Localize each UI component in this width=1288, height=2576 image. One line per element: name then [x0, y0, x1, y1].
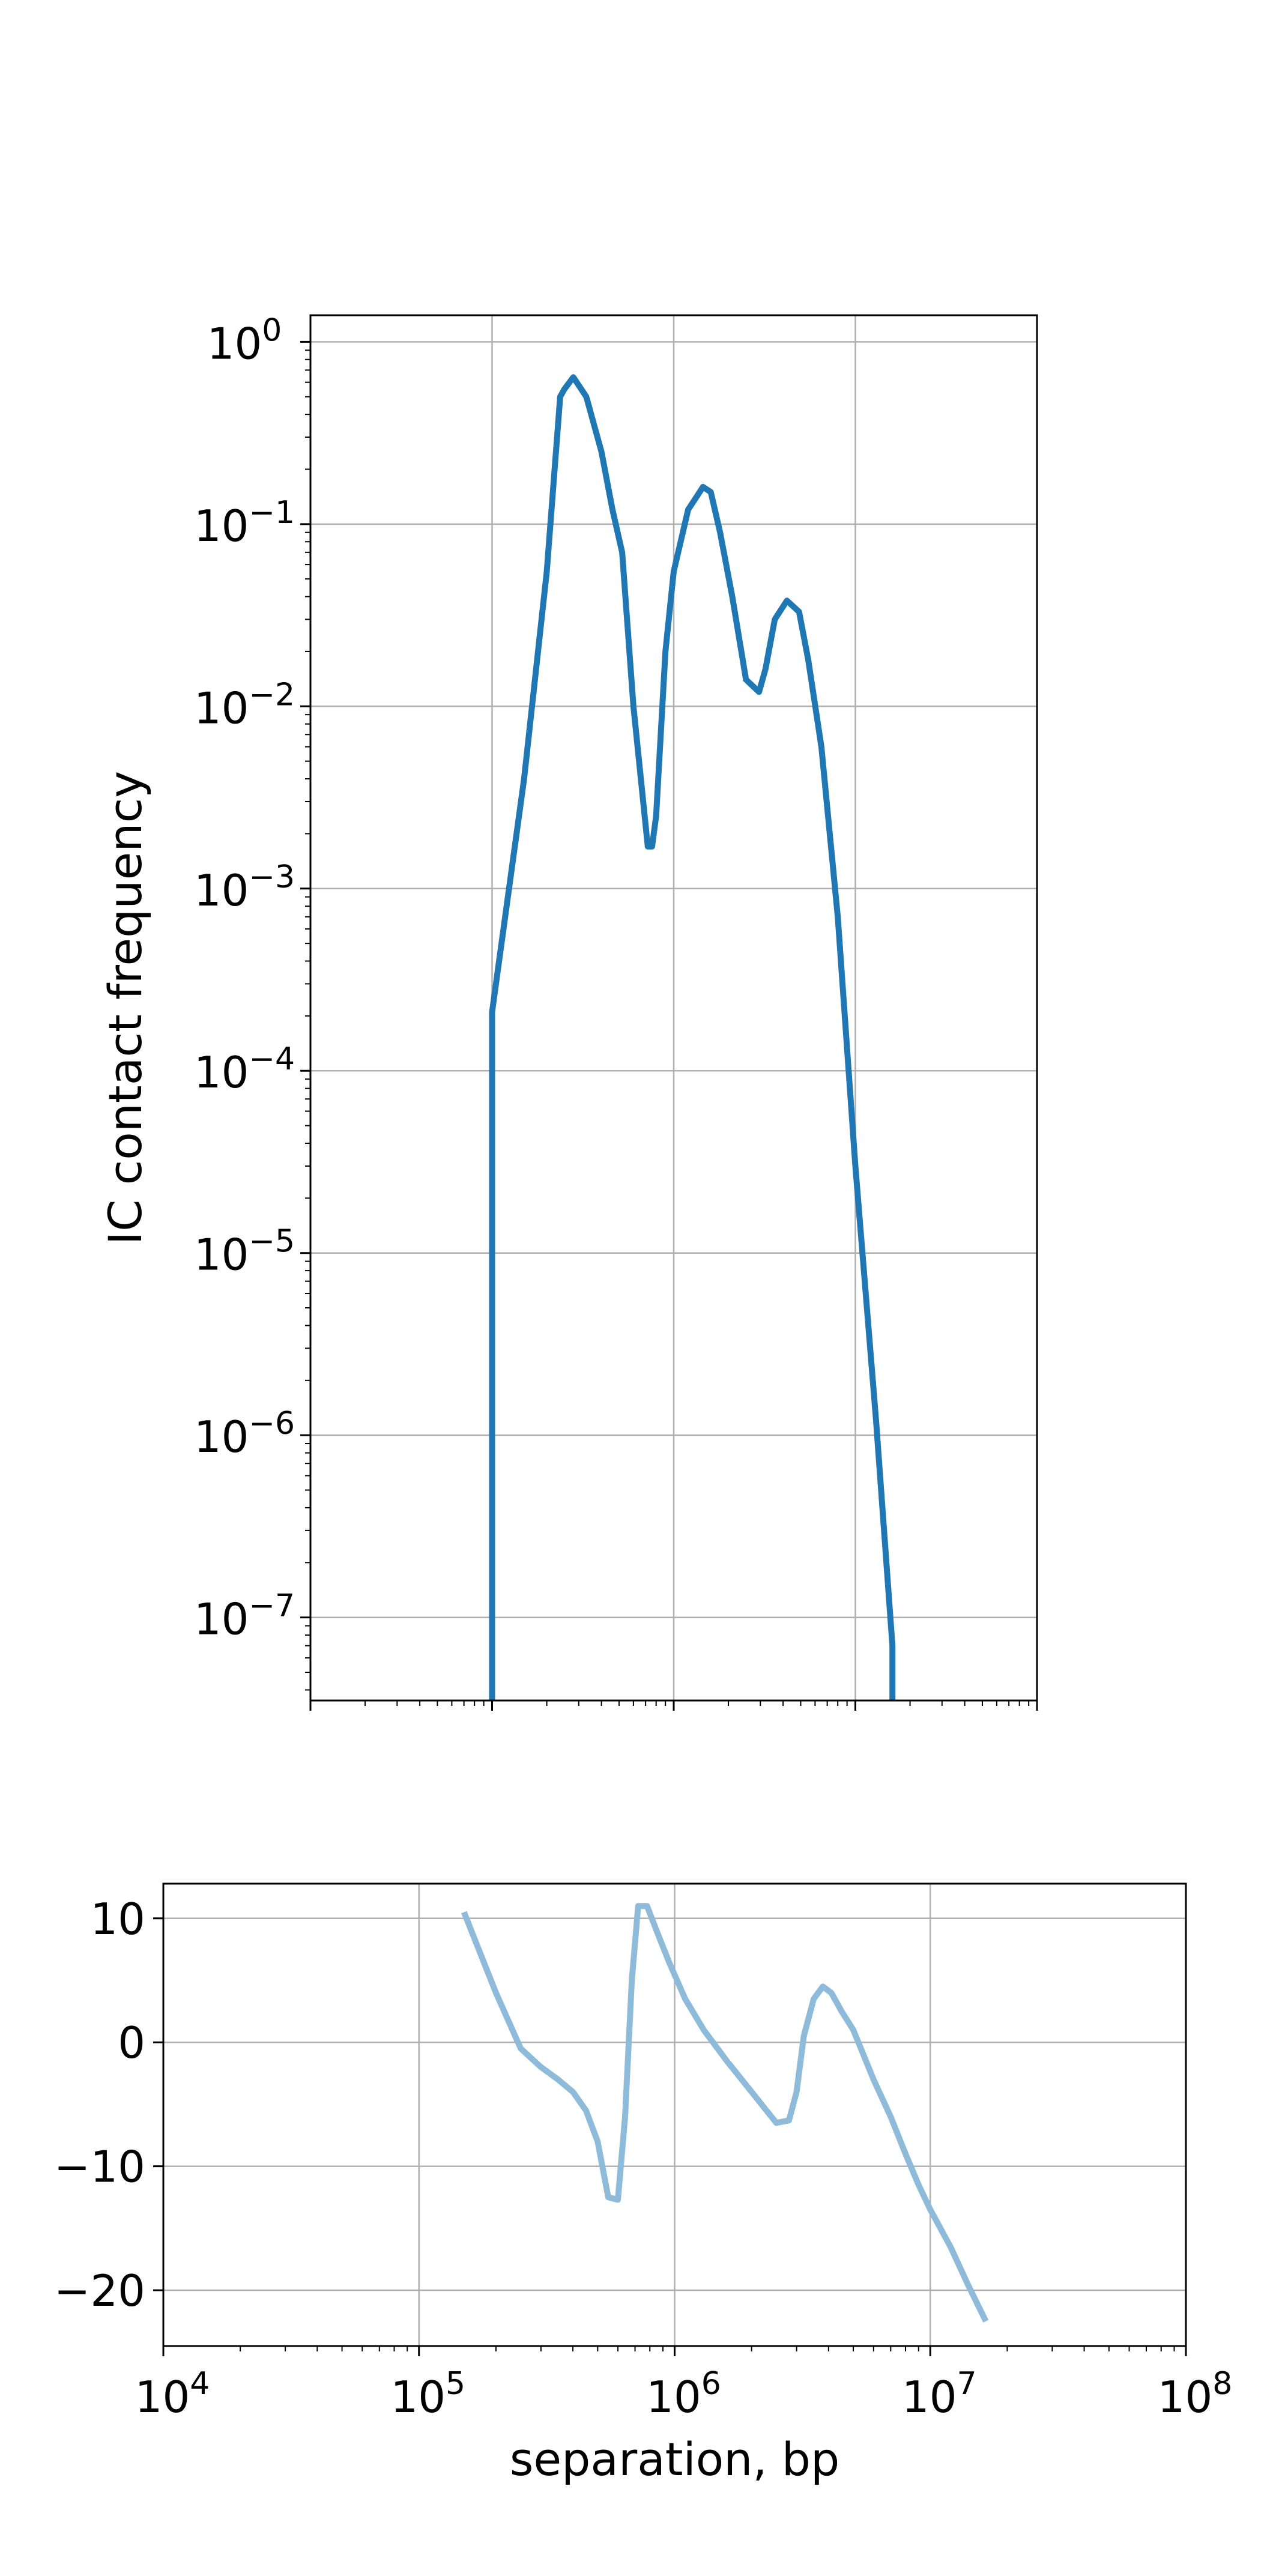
contact-frequency-y-tick-label: 10−1 [194, 495, 295, 551]
contact-frequency-y-tick-label: 10−3 [194, 859, 295, 916]
slope-x-tick-label: 107 [902, 2366, 977, 2422]
contact-frequency-axes-frame [309, 314, 1038, 1702]
slope-x-tick-label: 108 [1158, 2366, 1233, 2422]
slope-x-tick-label: 104 [135, 2366, 210, 2422]
contact-frequency-y-tick-label: 10−2 [194, 677, 295, 733]
contact-frequency-y-tick-label: 10−5 [194, 1224, 295, 1280]
slope-y-tick-label: −20 [54, 2266, 145, 2316]
contact-frequency-y-tick-label: 10−7 [194, 1588, 295, 1645]
slope-x-tick-label: 106 [646, 2366, 721, 2422]
slope-grid [163, 1884, 1186, 2346]
contact-frequency-y-axis-label: IC contact frequency [98, 771, 152, 1245]
contact-frequency-y-tick-label: 10−4 [194, 1041, 295, 1098]
contact-frequency-y-tick-labels: 100 10−1 10−2 10−3 10−4 10−5 10−6 10−7 [194, 312, 295, 1644]
slope-line [461, 1903, 989, 2323]
slope-x-tick-label: 105 [390, 2366, 465, 2422]
slope-y-tick-labels: 10 0 −10 −20 [54, 1894, 145, 2316]
contact-frequency-line [489, 374, 896, 1701]
slope-y-tick-label: −10 [54, 2142, 145, 2192]
slope-panel: 10 0 −10 −20 104 105 106 107 108 separation, bp [54, 1882, 1233, 2486]
slope-axes-frame [162, 1882, 1187, 2347]
slope-x-axis-label: separation, bp [510, 2432, 839, 2486]
slope-x-tick-labels: 104 105 106 107 108 [135, 2366, 1233, 2422]
slope-y-tick-label: 10 [90, 1894, 145, 1944]
slope-y-tick-label: 0 [118, 2018, 145, 2068]
contact-frequency-y-tick-label: 100 [207, 312, 282, 369]
contact-frequency-grid [310, 315, 1037, 1701]
contact-frequency-panel: 100 10−1 10−2 10−3 10−4 10−5 10−6 10−7 IC conta… [98, 312, 1038, 1711]
contact-frequency-y-tick-label: 10−6 [194, 1406, 295, 1462]
